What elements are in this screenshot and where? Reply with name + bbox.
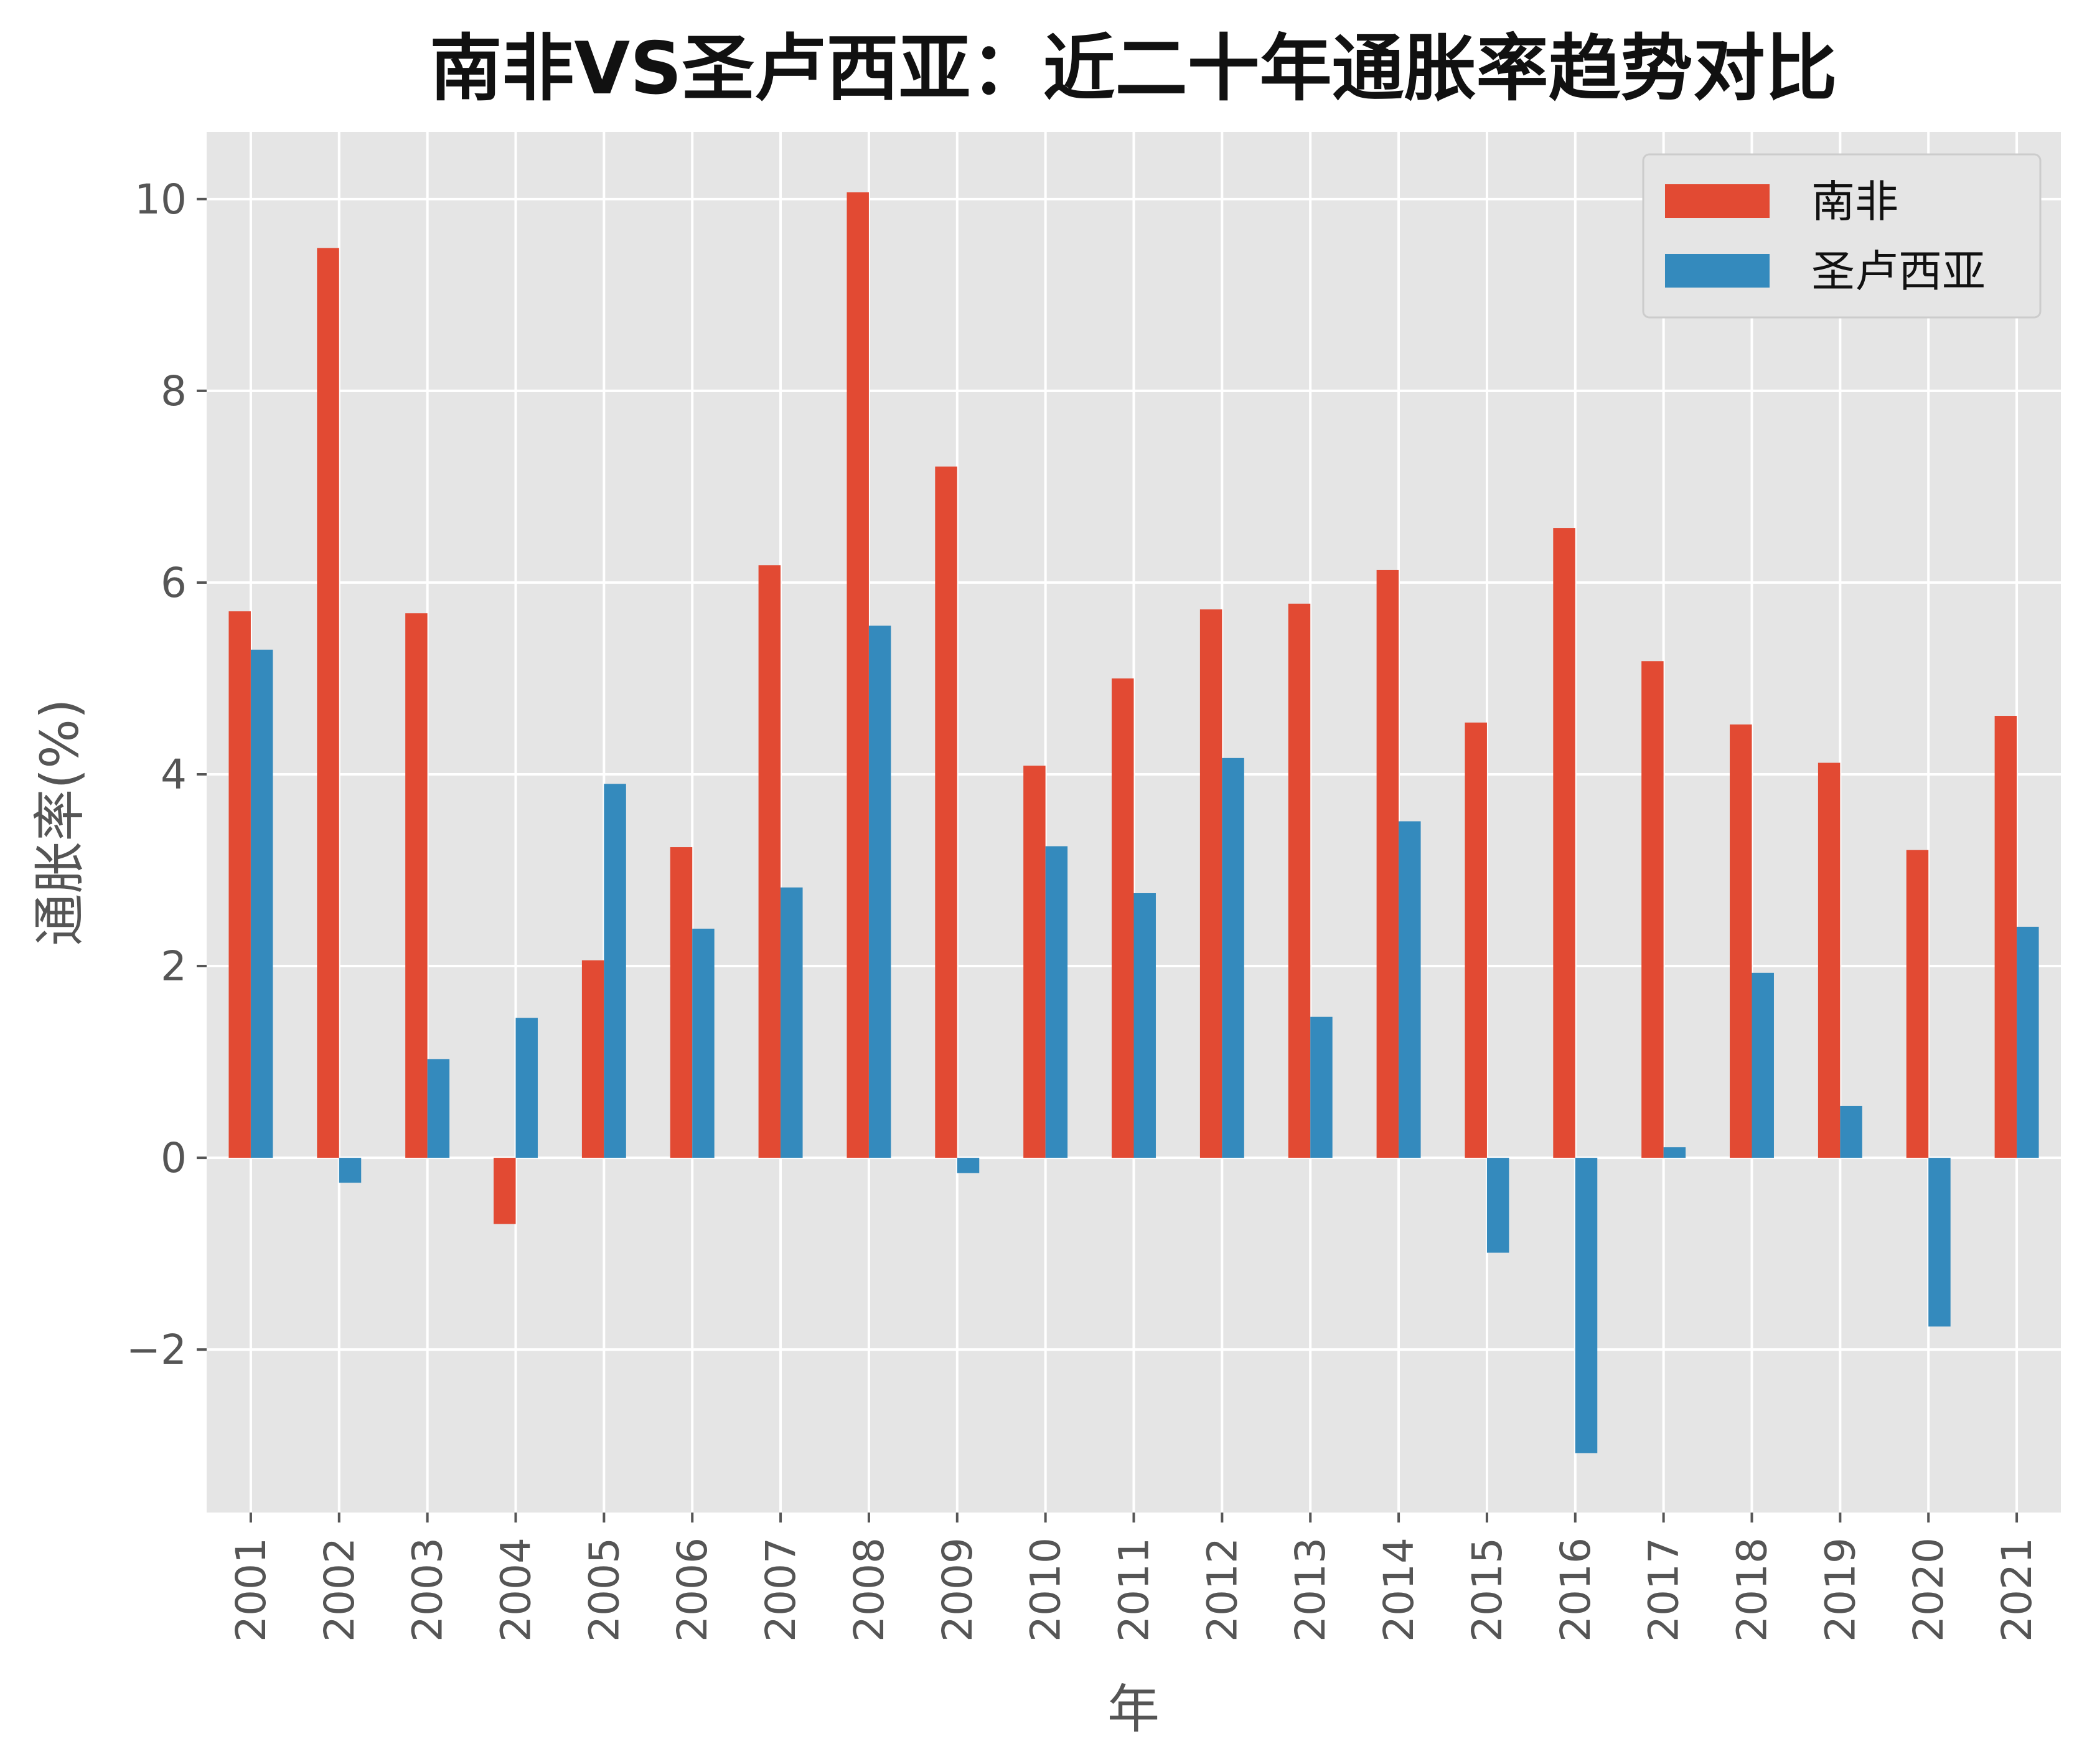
- bar-saint-lucia-2014: [1399, 821, 1421, 1158]
- bar-saint-lucia-2011: [1133, 893, 1156, 1158]
- x-tick-label: 2007: [757, 1537, 805, 1642]
- ticks: −2 0 2 4 6 8 10 2001 2002 2003 2004 2005 2006 2007 200…: [126, 176, 2041, 1642]
- x-tick-label: 2012: [1198, 1537, 1246, 1642]
- x-tick-label: 2014: [1375, 1537, 1423, 1642]
- x-tick-label: 2009: [934, 1537, 982, 1642]
- bar-saint-lucia-2010: [1045, 846, 1068, 1158]
- bar-south-africa-2019: [1818, 762, 1841, 1158]
- legend-swatch-saint-lucia: [1665, 254, 1770, 288]
- y-tick-label: 8: [161, 367, 187, 415]
- x-tick-label: 2018: [1728, 1537, 1776, 1642]
- bar-south-africa-2011: [1112, 678, 1134, 1158]
- bar-south-africa-2021: [1994, 716, 2017, 1158]
- bar-south-africa-2006: [670, 847, 693, 1158]
- y-tick-label: 4: [161, 751, 187, 799]
- bar-saint-lucia-2013: [1310, 1016, 1333, 1158]
- bar-south-africa-2020: [1906, 850, 1929, 1158]
- y-axis-label: 通胀率(%): [29, 698, 90, 945]
- bar-saint-lucia-2019: [1840, 1105, 1862, 1158]
- bar-south-africa-2015: [1465, 722, 1487, 1158]
- bar-south-africa-2009: [935, 466, 957, 1158]
- bar-south-africa-2001: [228, 611, 251, 1158]
- bar-saint-lucia-2018: [1752, 972, 1774, 1158]
- bar-south-africa-2003: [405, 613, 428, 1158]
- x-tick-label: 2021: [1993, 1537, 2041, 1642]
- bar-south-africa-2008: [847, 192, 869, 1158]
- x-tick-label: 2004: [492, 1537, 540, 1642]
- bar-saint-lucia-2001: [250, 649, 273, 1158]
- bars: [228, 192, 2039, 1453]
- bar-south-africa-2014: [1376, 570, 1399, 1158]
- x-tick-label: 2015: [1463, 1537, 1511, 1642]
- legend: 南非 圣卢西亚: [1642, 153, 2042, 319]
- y-tick-label: 0: [161, 1134, 187, 1182]
- bar-saint-lucia-2006: [692, 928, 715, 1158]
- x-tick-label: 2016: [1552, 1537, 1600, 1642]
- x-tick-label: 2019: [1816, 1537, 1864, 1642]
- y-tick-label: 10: [134, 176, 187, 223]
- chart-title: 南非VS圣卢西亚：近二十年通胀率趋势对比: [429, 27, 1837, 111]
- bar-south-africa-2012: [1199, 609, 1222, 1158]
- y-tick-label: −2: [126, 1326, 187, 1374]
- x-tick-label: 2002: [316, 1537, 364, 1642]
- x-axis-label: 年: [1107, 1679, 1160, 1740]
- bar-saint-lucia-2016: [1575, 1158, 1598, 1453]
- x-tick-label: 2017: [1640, 1537, 1688, 1642]
- x-tick-label: 2010: [1022, 1537, 1070, 1642]
- bar-south-africa-2018: [1730, 724, 1752, 1158]
- bar-saint-lucia-2007: [781, 887, 803, 1158]
- bar-saint-lucia-2004: [515, 1018, 538, 1158]
- bar-saint-lucia-2009: [957, 1158, 980, 1173]
- bar-saint-lucia-2020: [1928, 1158, 1951, 1327]
- bar-saint-lucia-2005: [604, 784, 626, 1158]
- bar-south-africa-2002: [317, 248, 339, 1158]
- legend-swatch-south-africa: [1665, 184, 1770, 218]
- x-tick-label: 2005: [580, 1537, 628, 1642]
- bar-saint-lucia-2008: [868, 626, 891, 1158]
- y-tick-label: 2: [161, 942, 187, 990]
- bar-saint-lucia-2021: [2017, 926, 2039, 1158]
- x-tick-label: 2003: [404, 1537, 452, 1642]
- x-tick-label: 2013: [1287, 1537, 1334, 1642]
- bar-south-africa-2007: [758, 565, 781, 1158]
- x-tick-label: 2006: [668, 1537, 716, 1642]
- bar-south-africa-2017: [1641, 661, 1664, 1158]
- bar-south-africa-2013: [1288, 603, 1311, 1158]
- bar-saint-lucia-2012: [1222, 758, 1244, 1158]
- bar-south-africa-2010: [1023, 766, 1046, 1158]
- bar-south-africa-2005: [581, 960, 604, 1158]
- x-tick-label: 2001: [227, 1537, 275, 1642]
- bar-south-africa-2004: [494, 1158, 516, 1224]
- bar-south-africa-2016: [1553, 528, 1575, 1158]
- bar-saint-lucia-2015: [1486, 1158, 1509, 1253]
- x-tick-label: 2020: [1905, 1537, 1953, 1642]
- legend-label-south-africa: 南非: [1811, 176, 1898, 227]
- x-tick-label: 2011: [1110, 1537, 1158, 1642]
- bar-saint-lucia-2017: [1663, 1147, 1686, 1158]
- bar-saint-lucia-2002: [339, 1158, 362, 1183]
- y-tick-label: 6: [161, 559, 187, 607]
- legend-label-saint-lucia: 圣卢西亚: [1811, 246, 1986, 297]
- bar-saint-lucia-2003: [427, 1059, 450, 1158]
- x-tick-label: 2008: [845, 1537, 893, 1642]
